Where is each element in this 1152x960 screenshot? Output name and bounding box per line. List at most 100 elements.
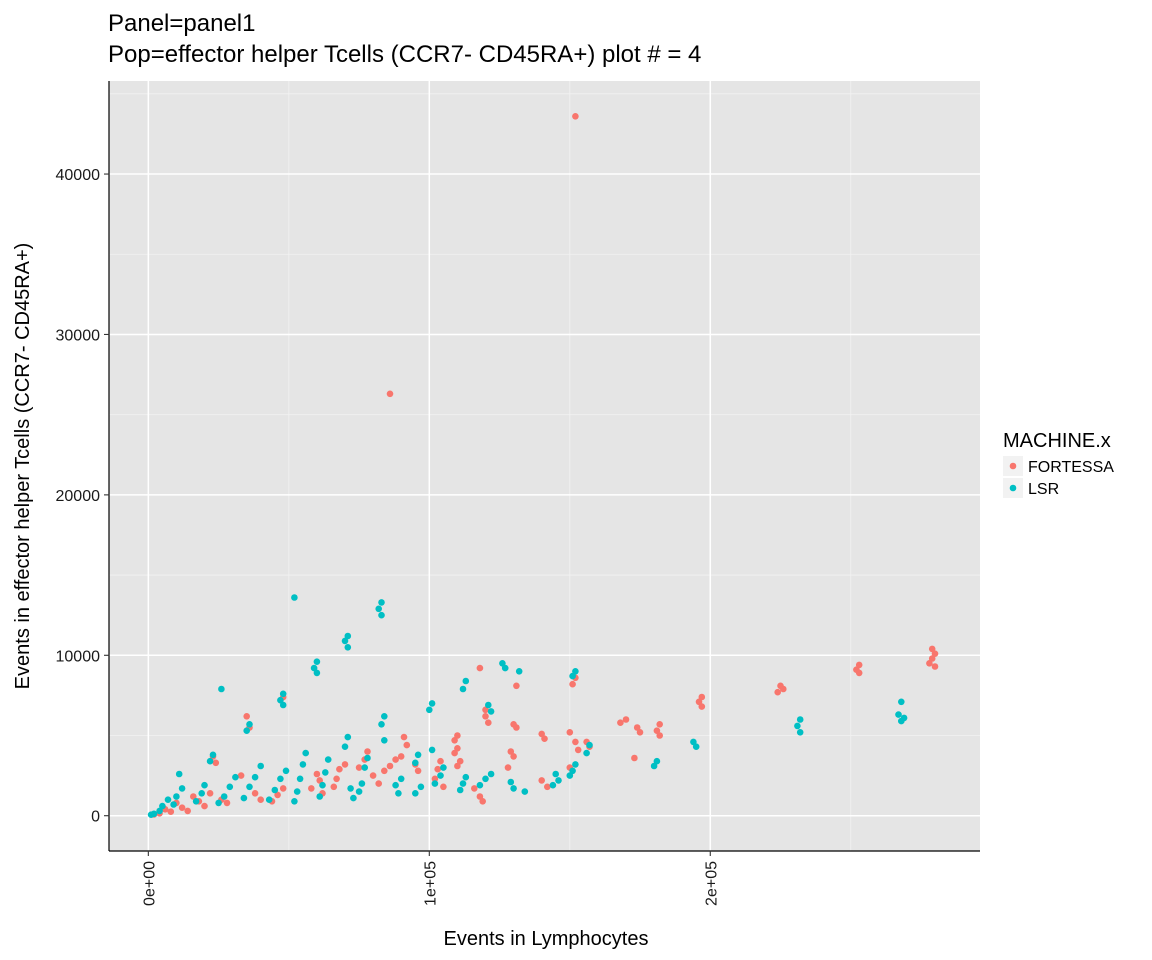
point-fortessa xyxy=(631,754,638,762)
point-fortessa xyxy=(434,765,442,773)
point-lsr xyxy=(243,727,250,734)
point-lsr xyxy=(572,668,579,675)
point-lsr xyxy=(192,798,200,805)
plot-panel xyxy=(109,81,980,851)
point-fortessa xyxy=(308,785,315,792)
point-lsr xyxy=(319,781,326,789)
point-lsr xyxy=(156,807,163,815)
point-fortessa xyxy=(201,802,208,810)
point-fortessa xyxy=(780,685,787,693)
x-tick-label: 0e+00 xyxy=(141,861,158,906)
point-lsr xyxy=(378,599,385,606)
point-lsr xyxy=(277,696,284,704)
point-fortessa xyxy=(617,719,624,726)
point-lsr xyxy=(572,761,579,768)
point-fortessa xyxy=(336,765,343,773)
point-fortessa xyxy=(333,775,340,783)
point-fortessa xyxy=(451,737,458,744)
x-tick-label: 1e+05 xyxy=(422,861,439,906)
legend-label-fortessa: FORTESSA xyxy=(1028,459,1114,476)
point-fortessa xyxy=(440,783,447,791)
point-fortessa xyxy=(622,716,630,723)
point-fortessa xyxy=(928,655,936,662)
point-fortessa xyxy=(931,663,939,670)
legend-marker-fortessa xyxy=(1009,462,1017,470)
point-lsr xyxy=(271,786,279,794)
point-lsr xyxy=(586,741,593,749)
y-tick-label: 20000 xyxy=(56,488,101,505)
point-fortessa xyxy=(855,661,863,669)
point-lsr xyxy=(296,775,304,783)
point-lsr xyxy=(350,794,357,802)
point-fortessa xyxy=(482,713,489,720)
point-fortessa xyxy=(313,770,321,778)
point-fortessa xyxy=(513,724,520,731)
point-lsr xyxy=(462,677,470,685)
point-lsr xyxy=(170,801,177,808)
point-fortessa xyxy=(479,798,487,805)
point-lsr xyxy=(440,764,447,771)
point-lsr xyxy=(515,668,523,675)
point-lsr xyxy=(428,700,436,707)
point-lsr xyxy=(282,767,290,775)
point-lsr xyxy=(414,751,422,759)
point-lsr xyxy=(412,790,419,797)
point-lsr xyxy=(796,716,804,723)
point-fortessa xyxy=(397,753,405,760)
point-lsr xyxy=(552,770,559,778)
y-tick-label: 30000 xyxy=(56,327,101,344)
point-lsr xyxy=(251,773,259,781)
point-fortessa xyxy=(931,650,939,657)
point-lsr xyxy=(690,738,697,746)
point-lsr xyxy=(428,746,436,754)
point-lsr xyxy=(279,690,287,698)
point-lsr xyxy=(392,781,399,789)
y-axis-ticks: 0 10000 20000 30000 40000 xyxy=(56,167,109,826)
point-lsr xyxy=(358,780,366,787)
point-fortessa xyxy=(167,808,175,815)
point-fortessa xyxy=(456,757,464,765)
point-fortessa xyxy=(212,759,220,767)
point-lsr xyxy=(293,788,301,795)
point-fortessa xyxy=(431,775,439,783)
point-fortessa xyxy=(381,767,388,775)
point-fortessa xyxy=(482,706,489,714)
point-fortessa xyxy=(400,733,408,741)
points-layer xyxy=(147,113,939,818)
point-lsr xyxy=(566,772,574,779)
point-lsr xyxy=(501,664,509,672)
point-fortessa xyxy=(369,772,377,779)
point-fortessa xyxy=(451,749,458,757)
point-lsr xyxy=(159,802,166,810)
point-lsr xyxy=(310,664,318,672)
point-fortessa xyxy=(513,682,520,690)
point-lsr xyxy=(692,743,700,750)
y-axis-label: Events in effector helper Tcells (CCR7- … xyxy=(12,243,34,690)
point-lsr xyxy=(220,793,228,800)
point-lsr xyxy=(355,788,363,795)
point-lsr xyxy=(364,754,371,762)
point-fortessa xyxy=(926,660,933,667)
point-lsr xyxy=(549,781,557,789)
point-lsr xyxy=(895,711,902,718)
point-lsr xyxy=(257,762,265,770)
point-lsr xyxy=(302,749,310,757)
point-fortessa xyxy=(695,698,703,706)
point-fortessa xyxy=(476,793,484,800)
point-fortessa xyxy=(504,764,512,771)
point-lsr xyxy=(344,644,352,651)
x-axis-ticks: 0e+00 1e+05 2e+05 xyxy=(141,851,720,906)
point-lsr xyxy=(397,775,405,783)
point-lsr xyxy=(265,796,273,803)
point-lsr xyxy=(569,672,576,680)
point-fortessa xyxy=(454,762,461,770)
point-lsr xyxy=(198,790,205,797)
point-lsr xyxy=(209,751,217,759)
point-lsr xyxy=(378,611,385,619)
point-fortessa xyxy=(184,807,191,815)
point-lsr xyxy=(456,786,464,794)
point-lsr xyxy=(299,761,307,768)
point-lsr xyxy=(279,701,287,709)
point-lsr xyxy=(499,660,506,667)
